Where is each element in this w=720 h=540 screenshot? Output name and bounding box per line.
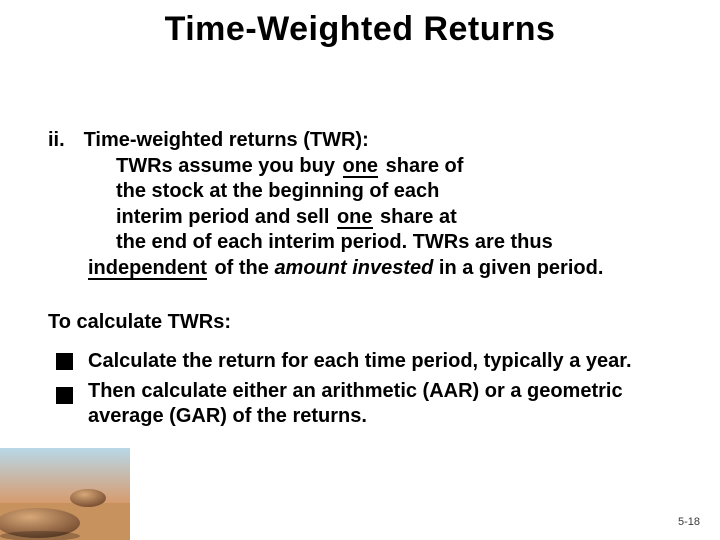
blank-independent: independent xyxy=(88,258,207,280)
slide-number: 5-18 xyxy=(678,516,700,528)
text: share at xyxy=(375,206,457,228)
item-body: TWRs assume you buy one share of the sto… xyxy=(116,154,680,282)
text: share of xyxy=(380,155,463,177)
text: the stock at the beginning of each xyxy=(116,180,439,202)
bullet-list: Calculate the return for each time perio… xyxy=(56,349,680,430)
list-item: Calculate the return for each time perio… xyxy=(56,349,680,375)
stone-small xyxy=(70,489,106,507)
text: interim period and sell xyxy=(116,206,335,228)
item-marker: ii. xyxy=(48,128,78,154)
calc-heading: To calculate TWRs: xyxy=(48,310,680,336)
square-bullet-icon xyxy=(56,387,73,404)
text: of the xyxy=(209,257,275,279)
list-item: Then calculate either an arithmetic (AAR… xyxy=(56,379,680,430)
blank-one-1: one xyxy=(343,156,379,178)
list-item: ii. Time-weighted returns (TWR): xyxy=(48,128,680,154)
body-text: ii. Time-weighted returns (TWR): TWRs as… xyxy=(48,128,680,434)
slide-title: Time-Weighted Returns xyxy=(0,10,720,49)
blank-one-2: one xyxy=(337,207,373,229)
decorative-photo xyxy=(0,448,130,540)
sky-rect xyxy=(0,448,130,506)
text: in a given period. xyxy=(433,257,603,279)
item-heading: Time-weighted returns (TWR): xyxy=(84,129,369,151)
slide: Time-Weighted Returns ii. Time-weighted … xyxy=(0,0,720,540)
bullet-text: Then calculate either an arithmetic (AAR… xyxy=(88,380,623,428)
square-bullet-icon xyxy=(56,353,73,370)
bullet-text: Calculate the return for each time perio… xyxy=(88,350,632,372)
text: TWRs assume you buy xyxy=(116,155,341,177)
text: the end of each interim period. TWRs are… xyxy=(116,231,553,253)
emphasis: amount invested xyxy=(274,257,433,279)
